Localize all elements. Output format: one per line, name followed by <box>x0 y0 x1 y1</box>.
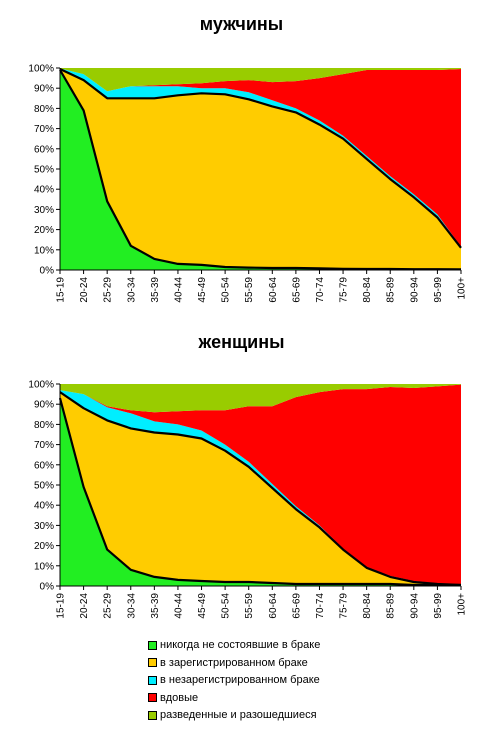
legend-item: никогда не состоявшие в браке <box>148 638 320 656</box>
chart-title-women: женщины <box>198 332 285 352</box>
x-tick-label: 75-79 <box>339 277 350 303</box>
y-tick-label: 20% <box>34 541 54 552</box>
x-tick-label: 55-59 <box>244 593 255 619</box>
area-series-2 <box>60 390 461 585</box>
x-tick-label: 95-99 <box>433 277 444 303</box>
legend-swatch <box>148 693 157 703</box>
area-series-1 <box>60 69 461 270</box>
x-tick-label: 20-24 <box>79 593 90 619</box>
chart-women: 0% 10% 20% 30% 40% 50% 60% 70% 80% 90% 100% 15-19 20… <box>28 380 468 619</box>
x-tick-label: 35-39 <box>150 593 161 619</box>
x-tick-label: 15-19 <box>56 593 67 619</box>
area-series-4 <box>60 384 461 413</box>
x-tick-label: 100+ <box>457 277 468 300</box>
boundary-line-1 <box>59 68 462 249</box>
y-tick-label: 50% <box>34 165 54 176</box>
legend-swatch <box>148 710 157 720</box>
x-tick-label: 100+ <box>457 593 468 616</box>
x-tick-label: 55-59 <box>244 277 255 303</box>
x-tick-label: 30-34 <box>126 277 137 303</box>
x-tick-label: 40-44 <box>173 593 184 619</box>
area-series-4 <box>60 68 461 92</box>
x-tick-label: 20-24 <box>79 277 90 303</box>
y-tick-label: 100% <box>28 380 54 391</box>
legend-label: в зарегистрированном браке <box>160 656 308 669</box>
legend-item: в незарегистрированном браке <box>148 673 320 691</box>
x-tick-label: 65-69 <box>291 277 302 303</box>
x-tick-label: 95-99 <box>433 593 444 619</box>
legend-swatch <box>148 675 157 685</box>
x-tick-label: 50-54 <box>221 277 232 303</box>
x-tick-label: 70-74 <box>315 593 326 619</box>
area-series-3 <box>60 68 461 247</box>
legend-label: разведенные и разошедшиеся <box>160 709 317 721</box>
legend-label: в незарегистрированном браке <box>160 674 320 686</box>
y-tick-label: 30% <box>34 205 54 216</box>
area-series-2 <box>60 68 461 248</box>
area-series-1 <box>60 392 461 585</box>
boundary-line-1 <box>59 391 462 587</box>
y-tick-label: 90% <box>34 400 54 411</box>
y-tick-label: 40% <box>34 501 54 512</box>
chart-title-men: мужчины <box>199 14 284 34</box>
x-tick-label: 60-64 <box>268 593 279 619</box>
area-series-0 <box>60 70 461 270</box>
area-series-3 <box>60 384 461 585</box>
x-tick-label: 60-64 <box>268 277 279 303</box>
y-tick-label: 10% <box>34 561 54 572</box>
x-tick-label: 70-74 <box>315 277 326 303</box>
x-tick-label: 90-94 <box>409 593 420 619</box>
y-tick-label: 60% <box>34 460 54 471</box>
y-tick-label: 10% <box>34 245 54 256</box>
y-tick-label: 0% <box>40 266 55 277</box>
x-tick-label: 30-34 <box>126 593 137 619</box>
x-tick-label: 50-54 <box>221 593 232 619</box>
legend-item: в зарегистрированном браке <box>148 656 320 674</box>
chart-men: 0% 10% 20% 30% 40% 50% 60% 70% 80% 90% 100% 15-19 20… <box>28 64 468 303</box>
area-series-0 <box>60 398 461 586</box>
x-tick-label: 85-89 <box>386 277 397 303</box>
x-tick-label: 45-49 <box>197 277 208 303</box>
y-tick-label: 30% <box>34 521 54 532</box>
x-tick-label: 35-39 <box>150 277 161 303</box>
x-tick-label: 75-79 <box>339 593 350 619</box>
x-tick-label: 15-19 <box>56 277 67 303</box>
x-tick-label: 25-29 <box>103 593 114 619</box>
boundary-line-0 <box>58 397 461 587</box>
y-tick-label: 90% <box>34 84 54 95</box>
legend-label: никогда не состоявшие в браке <box>160 639 321 651</box>
y-tick-label: 0% <box>40 582 55 593</box>
legend-item: вдовые <box>148 691 320 709</box>
legend-swatch <box>148 640 157 650</box>
y-tick-label: 40% <box>34 185 54 196</box>
legend-swatch <box>148 658 157 668</box>
y-tick-label: 80% <box>34 104 54 115</box>
y-tick-label: 20% <box>34 225 54 236</box>
y-tick-label: 100% <box>28 64 54 75</box>
legend: никогда не состоявшие в браке в зарегист… <box>148 638 320 726</box>
y-tick-label: 80% <box>34 420 54 431</box>
legend-label: вдовые <box>160 691 199 704</box>
x-tick-label: 90-94 <box>409 277 420 303</box>
x-tick-label: 80-84 <box>362 277 373 303</box>
x-tick-label: 25-29 <box>103 277 114 303</box>
x-tick-label: 65-69 <box>291 593 302 619</box>
y-tick-label: 60% <box>34 144 54 155</box>
x-tick-label: 80-84 <box>362 593 373 619</box>
y-tick-label: 70% <box>34 124 54 135</box>
x-tick-label: 45-49 <box>197 593 208 619</box>
boundary-line-0 <box>59 69 462 271</box>
x-tick-label: 85-89 <box>386 593 397 619</box>
y-tick-label: 70% <box>34 440 54 451</box>
y-tick-label: 50% <box>34 481 54 492</box>
x-tick-label: 40-44 <box>173 277 184 303</box>
legend-item: разведенные и разошедшиеся <box>148 708 320 726</box>
